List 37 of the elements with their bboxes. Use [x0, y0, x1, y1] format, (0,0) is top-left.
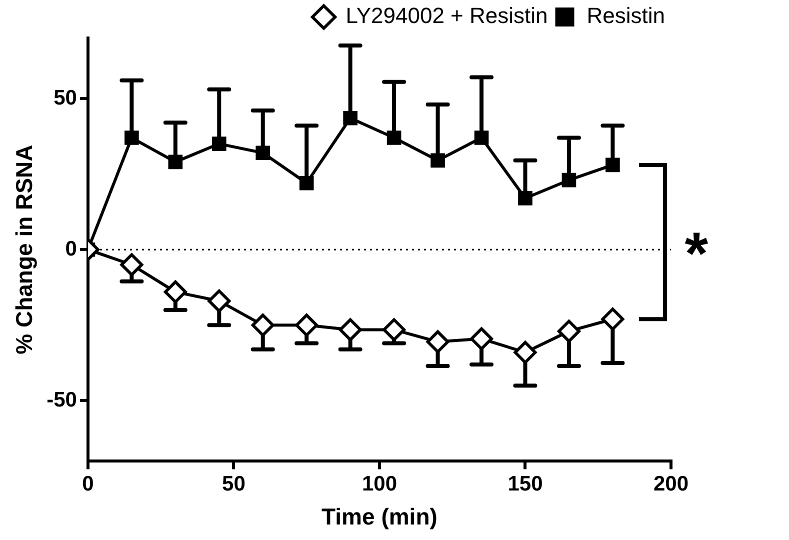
point — [120, 253, 144, 276]
legend-label: Resistin — [586, 3, 666, 28]
x-tick-label: 0 — [82, 472, 94, 496]
point — [518, 191, 532, 206]
point — [430, 153, 445, 168]
point — [168, 154, 183, 170]
point — [514, 340, 537, 364]
x-axis-title: Time (min) — [322, 504, 438, 530]
point — [470, 327, 494, 350]
point — [208, 289, 231, 312]
point — [124, 130, 139, 145]
x-tick-label: 200 — [653, 472, 689, 496]
point — [474, 130, 489, 145]
x-tick-label: 50 — [222, 472, 246, 496]
point — [386, 130, 402, 145]
point — [251, 314, 274, 337]
point — [601, 308, 624, 331]
point — [382, 318, 406, 342]
x-tick-label: 150 — [508, 472, 543, 496]
y-tick-label: 0 — [65, 237, 77, 260]
point — [557, 320, 580, 343]
point — [562, 172, 576, 188]
point — [256, 146, 270, 160]
y-tick-label: -50 — [46, 388, 77, 412]
point — [606, 158, 620, 172]
x-tick-label: 100 — [362, 472, 397, 496]
y-tick-label: 50 — [54, 86, 77, 110]
point — [338, 318, 362, 342]
point — [343, 110, 358, 126]
point — [299, 176, 314, 190]
point — [295, 314, 318, 337]
point — [212, 136, 226, 151]
y-axis-title: % Change in RSNA — [11, 144, 38, 354]
point — [426, 330, 450, 354]
text: * — [684, 220, 708, 288]
legend-label: LY294002 + Resistin — [346, 3, 548, 28]
point — [164, 280, 187, 304]
